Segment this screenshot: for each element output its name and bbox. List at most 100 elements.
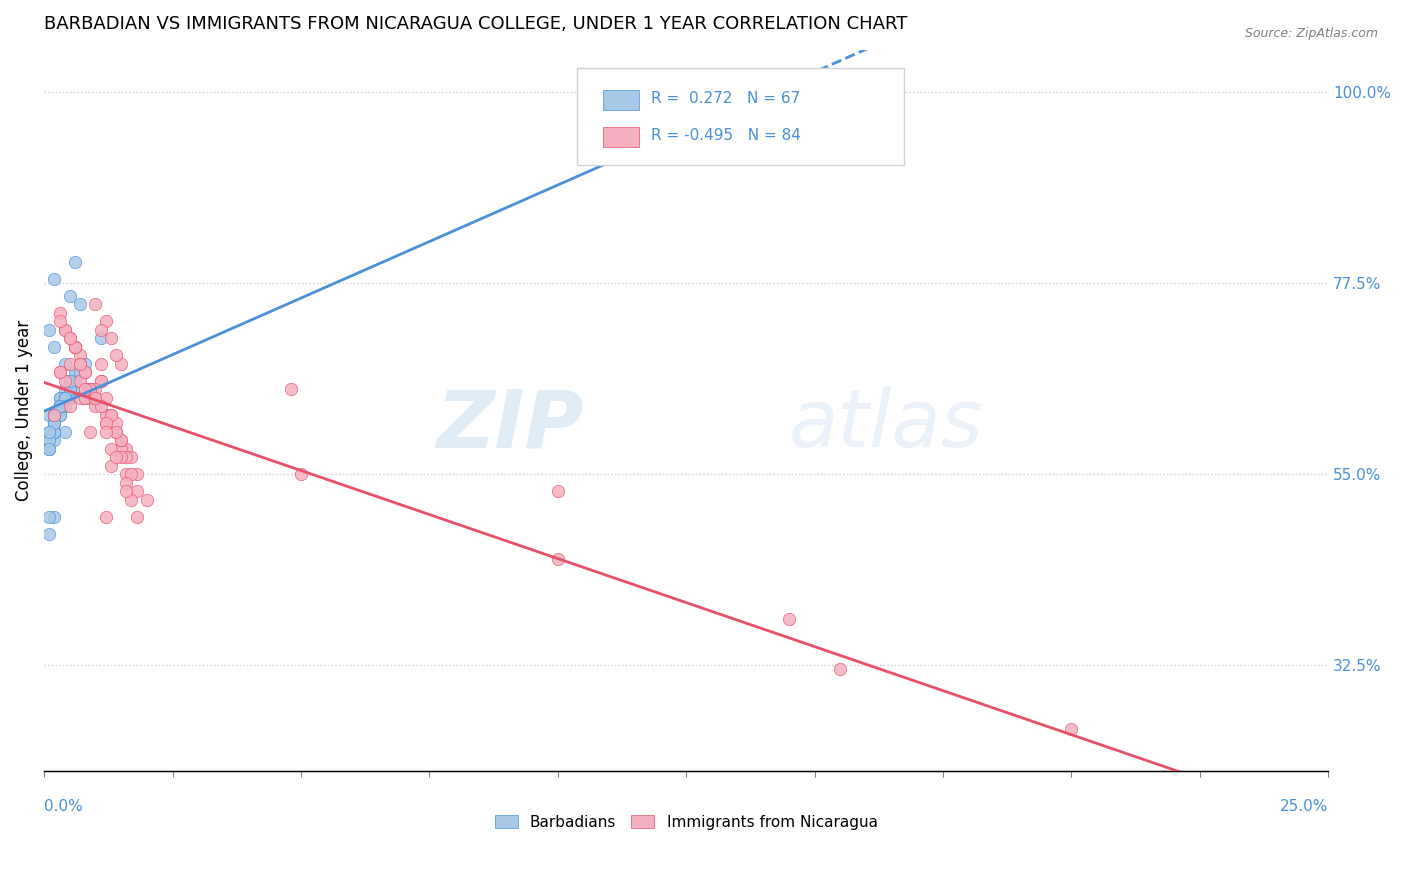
Point <box>48 400 70 414</box>
Legend: Barbadians, Immigrants from Nicaragua: Barbadians, Immigrants from Nicaragua <box>488 808 884 836</box>
Point <box>38 434 60 448</box>
Point <box>280 383 302 397</box>
Point <box>120 450 142 465</box>
Point <box>105 417 128 431</box>
Point <box>105 348 128 362</box>
Point <box>53 374 76 388</box>
Point <box>79 383 101 397</box>
Point <box>75 365 97 379</box>
Point <box>94 417 117 431</box>
Point <box>79 425 101 439</box>
Point <box>53 391 76 405</box>
Text: BARBADIAN VS IMMIGRANTS FROM NICARAGUA COLLEGE, UNDER 1 YEAR CORRELATION CHART: BARBADIAN VS IMMIGRANTS FROM NICARAGUA C… <box>44 15 907 33</box>
Point <box>84 383 107 397</box>
Point <box>90 400 112 414</box>
Point <box>125 484 148 499</box>
Point <box>38 323 60 337</box>
Point <box>84 391 107 405</box>
Point <box>44 417 66 431</box>
Point <box>75 357 97 371</box>
Point <box>110 434 132 448</box>
Point <box>75 391 97 405</box>
Point <box>94 417 117 431</box>
Point <box>53 391 76 405</box>
Point <box>94 509 117 524</box>
Bar <box>603 89 638 110</box>
Point <box>59 383 82 397</box>
Point <box>79 391 101 405</box>
Text: R =  0.272   N = 67: R = 0.272 N = 67 <box>651 91 800 105</box>
Point <box>48 400 70 414</box>
Point <box>90 331 112 345</box>
Point <box>79 383 101 397</box>
Point <box>44 425 66 439</box>
Y-axis label: College, Under 1 year: College, Under 1 year <box>15 320 32 501</box>
Point <box>69 357 91 371</box>
Point <box>59 383 82 397</box>
Point <box>547 484 569 499</box>
Point <box>59 374 82 388</box>
Point <box>48 391 70 405</box>
Point <box>44 408 66 422</box>
Point <box>84 391 107 405</box>
Point <box>90 374 112 388</box>
Point <box>59 374 82 388</box>
Point <box>110 434 132 448</box>
Point <box>115 475 138 490</box>
Point <box>94 391 117 405</box>
Text: R = -0.495   N = 84: R = -0.495 N = 84 <box>651 128 801 144</box>
Point <box>44 408 66 422</box>
Point <box>69 297 91 311</box>
Point <box>63 383 86 397</box>
Point <box>44 425 66 439</box>
Point <box>290 467 312 482</box>
Point <box>120 467 142 482</box>
Point <box>59 391 82 405</box>
Point <box>48 306 70 320</box>
Point <box>69 374 91 388</box>
Point <box>69 357 91 371</box>
Point <box>38 526 60 541</box>
Point <box>75 383 97 397</box>
Point <box>38 425 60 439</box>
Point <box>48 400 70 414</box>
Point <box>44 417 66 431</box>
Point <box>90 357 112 371</box>
Point <box>59 331 82 345</box>
Point <box>63 340 86 354</box>
Point <box>44 417 66 431</box>
Point <box>48 391 70 405</box>
Point <box>48 365 70 379</box>
Point <box>59 289 82 303</box>
Point <box>48 400 70 414</box>
Point <box>100 458 122 473</box>
Point <box>1060 722 1083 736</box>
Point <box>44 425 66 439</box>
Point <box>44 340 66 354</box>
Point <box>84 400 107 414</box>
Point <box>63 255 86 269</box>
Point <box>100 408 122 422</box>
Point <box>547 552 569 566</box>
Point <box>69 357 91 371</box>
Text: atlas: atlas <box>789 386 984 464</box>
Point <box>44 408 66 422</box>
Point <box>110 357 132 371</box>
Point <box>115 442 138 456</box>
Point <box>48 365 70 379</box>
Point <box>44 272 66 286</box>
Point <box>90 374 112 388</box>
Point <box>48 408 70 422</box>
Point <box>38 509 60 524</box>
Point <box>44 417 66 431</box>
Point <box>59 383 82 397</box>
Point <box>69 365 91 379</box>
Point <box>44 408 66 422</box>
Point <box>125 467 148 482</box>
Point <box>84 297 107 311</box>
Point <box>38 442 60 456</box>
Point <box>53 323 76 337</box>
Point <box>75 365 97 379</box>
Point <box>53 391 76 405</box>
Point <box>53 425 76 439</box>
